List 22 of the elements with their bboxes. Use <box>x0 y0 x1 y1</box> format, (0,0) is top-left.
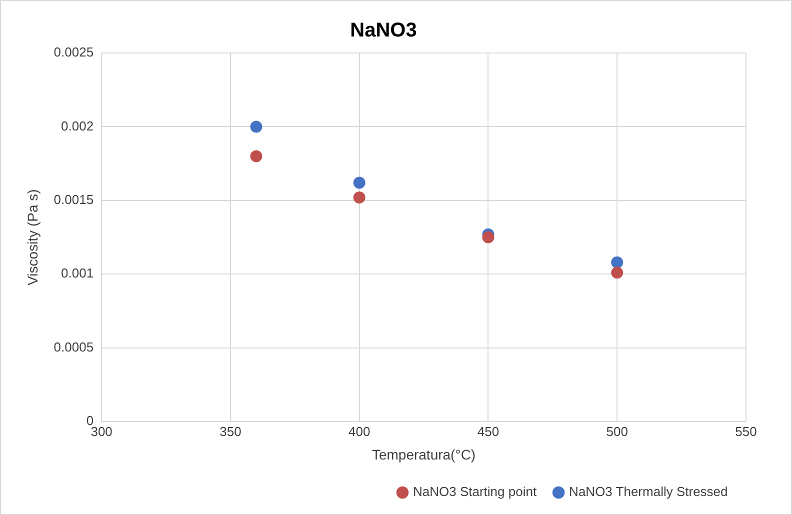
y-tick-label: 0.002 <box>61 118 94 134</box>
point <box>353 191 366 204</box>
point <box>482 231 494 244</box>
x-tick-label: 350 <box>220 424 242 439</box>
point <box>250 120 262 133</box>
chart-title: NaNO3 <box>350 20 417 42</box>
y-tick-label: 0.001 <box>61 266 94 281</box>
y-tick-label: 0.0015 <box>54 192 94 208</box>
point <box>611 256 624 268</box>
point <box>353 176 366 189</box>
y-tick-label: 0.0025 <box>54 44 94 60</box>
x-tick-label: 450 <box>477 424 500 439</box>
point <box>250 150 262 162</box>
point <box>611 266 624 279</box>
y-tick-label: 0.0005 <box>54 339 94 354</box>
x-tick-label: 400 <box>348 424 370 439</box>
x-axis-title: Temperatura(°C) <box>372 446 476 462</box>
legend-label: NaNO3 Thermally Stressed <box>569 484 728 500</box>
legend-label: NaNO3 Starting point <box>413 484 537 500</box>
y-axis-title: Viscosity (Pa s) <box>24 189 40 286</box>
x-tick-label: 550 <box>735 424 757 439</box>
x-tick-label: 500 <box>606 424 628 439</box>
